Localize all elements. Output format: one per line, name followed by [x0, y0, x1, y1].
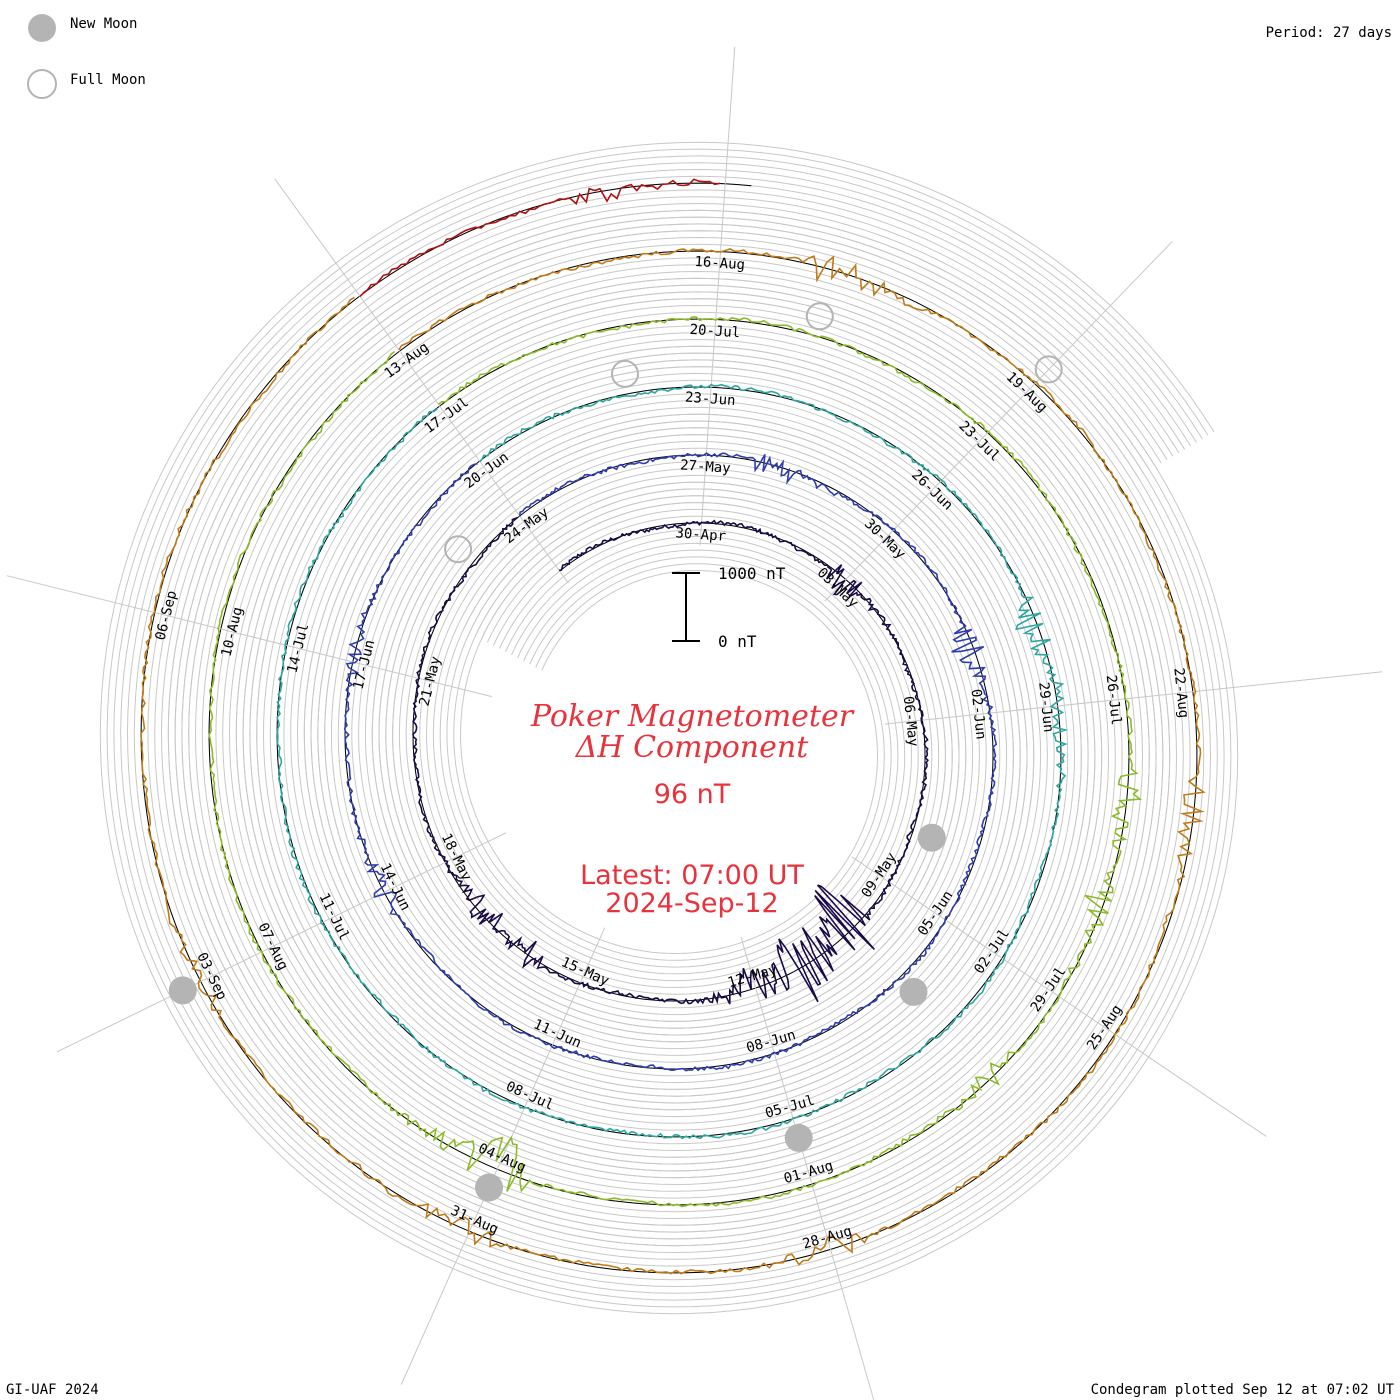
new-moon-marker: [168, 976, 197, 1005]
date-tick-label: 21-May: [417, 655, 445, 708]
radial-spoke: [884, 671, 1383, 725]
new-moon-marker: [917, 823, 946, 852]
current-value: 96 nT: [654, 779, 731, 810]
credit-label: GI-UAF 2024: [6, 1382, 99, 1398]
scale-bar-bottom-label: 0 nT: [718, 632, 757, 651]
full-moon-icon: [27, 69, 57, 99]
date-tick-label: 02-Jun: [968, 688, 989, 740]
date-tick-label: 26-Jul: [1103, 674, 1124, 726]
full-moon-marker: [1034, 355, 1063, 384]
new-moon-marker: [475, 1173, 503, 1202]
radial-spoke: [6, 575, 493, 698]
chart-title-line1: Poker Magnetometer: [530, 699, 855, 734]
chart-title-line2: ΔH Component: [575, 730, 809, 765]
new-moon-label: New Moon: [70, 16, 137, 32]
date-tick-label: 06-May: [900, 695, 921, 747]
baseline-spiral: [140, 182, 1198, 1274]
date-tick-label: 17-Jun: [351, 638, 379, 691]
radial-spoke: [400, 927, 606, 1385]
date-tick-label: 29-Jun: [1035, 681, 1056, 733]
date-tick-label: 22-Aug: [1170, 667, 1191, 719]
new-moon-icon: [28, 14, 56, 42]
new-moon-marker: [899, 977, 928, 1006]
radial-spoke: [740, 937, 875, 1400]
full-moon-label: Full Moon: [70, 72, 146, 88]
full-moon-marker: [444, 535, 473, 564]
radial-spoke: [699, 46, 736, 546]
series-turn-1: [412, 516, 929, 1005]
grid-spiral: [99, 141, 1239, 1315]
series-turn-6: [359, 178, 721, 298]
legend: New Moon Full Moon: [27, 14, 146, 99]
latest-date: 2024-Sep-12: [605, 888, 778, 919]
date-tick-label: 30-Apr: [675, 525, 727, 544]
radial-spoke: [824, 241, 1173, 602]
new-moon-marker: [784, 1123, 813, 1152]
grid-spiral: [106, 148, 1232, 1308]
date-tick-label: 16-Aug: [694, 254, 746, 273]
grid-spiral: [126, 168, 1212, 1288]
grid-spiral: [133, 175, 1205, 1281]
scale-bar: 1000 nT 0 nT: [672, 564, 786, 651]
grid-spiral: [120, 162, 1218, 1294]
scale-bar-top-label: 1000 nT: [718, 564, 786, 583]
series-turn-5: [140, 248, 1206, 1275]
full-moon-marker: [805, 302, 834, 331]
radial-spoke: [56, 832, 507, 1053]
plotted-label: Condegram plotted Sep 12 at 07:02 UT: [1091, 1382, 1395, 1398]
grid-layer: [6, 46, 1383, 1400]
date-tick-label: 20-Jul: [689, 322, 741, 341]
latest-time: Latest: 07:00 UT: [580, 860, 804, 891]
date-tick-label: 10-Aug: [219, 605, 247, 658]
grid-spiral: [113, 155, 1225, 1301]
series-layer: [140, 178, 1206, 1275]
date-tick-label: 23-Jun: [684, 390, 736, 409]
grid-spiral: [154, 196, 1184, 1260]
moon-layer: [168, 302, 1063, 1202]
series-turn-2: [343, 452, 998, 1072]
date-tick-label: 27-May: [680, 457, 732, 476]
series-turn-3: [276, 383, 1069, 1140]
grid-spiral: [160, 202, 1178, 1254]
series-turn-4: [208, 316, 1143, 1208]
date-tick-label: 07-Aug: [254, 920, 291, 972]
period-label: Period: 27 days: [1266, 25, 1392, 41]
full-moon-marker: [611, 359, 639, 388]
